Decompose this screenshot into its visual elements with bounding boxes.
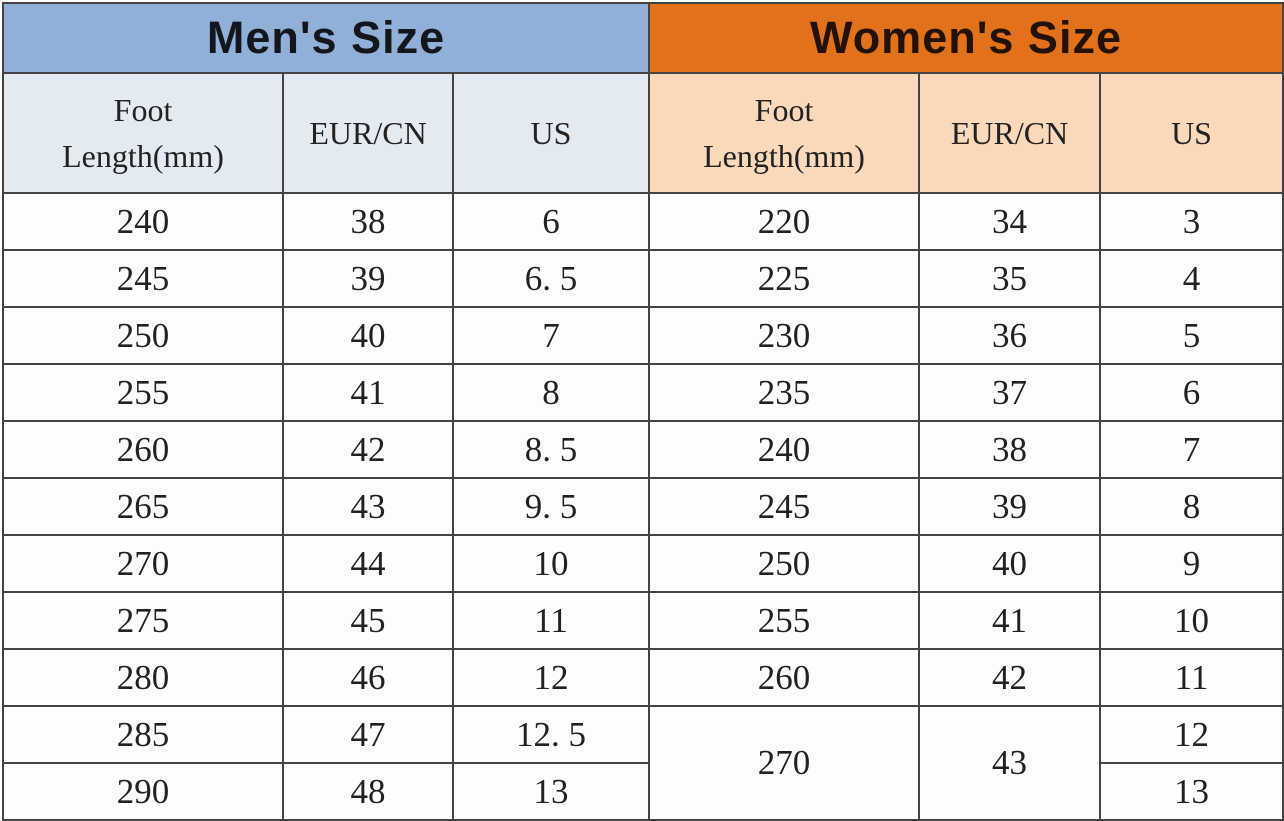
table-cell: 8: [1098, 477, 1284, 536]
women-merged-foot-cell: 270: [648, 705, 920, 821]
table-row: 285 47 12. 5 270 43 12: [2, 705, 1284, 821]
table-cell: 265: [2, 477, 284, 536]
women-foot-header-line2: Length(mm): [703, 138, 865, 174]
women-size-title: Women's Size: [647, 2, 1284, 74]
column-header-row: Foot Length(mm) EUR/CN US Foot Length(mm…: [2, 72, 1284, 194]
table-cell: 37: [918, 363, 1101, 422]
table-cell: 12. 5: [452, 705, 650, 764]
table-row: 245 39 6. 5 225 35 4: [2, 249, 1284, 308]
table-cell: 13: [1098, 762, 1284, 821]
table-cell: 35: [918, 249, 1101, 308]
table-cell: 47: [282, 705, 454, 764]
women-foot-length-header: Foot Length(mm): [648, 72, 920, 194]
table-cell: 10: [452, 534, 650, 593]
table-cell: 42: [918, 648, 1101, 707]
table-cell: 13: [452, 762, 650, 821]
table-cell: 10: [1098, 591, 1284, 650]
table-cell: 44: [282, 534, 454, 593]
table-cell: 41: [918, 591, 1101, 650]
table-cell: 225: [648, 249, 920, 308]
table-cell: 250: [2, 306, 284, 365]
table-cell: 240: [2, 192, 284, 251]
table-cell: 38: [918, 420, 1101, 479]
table-cell: 245: [648, 477, 920, 536]
table-cell: 7: [1098, 420, 1284, 479]
table-cell: 5: [1098, 306, 1284, 365]
table-cell: 42: [282, 420, 454, 479]
table-cell: 8. 5: [452, 420, 650, 479]
table-cell: 38: [282, 192, 454, 251]
table-cell: 9: [1098, 534, 1284, 593]
table-cell: 6. 5: [452, 249, 650, 308]
table-cell: 6: [1098, 363, 1284, 422]
table-cell: 11: [1098, 648, 1284, 707]
men-foot-header-line1: Foot: [113, 91, 173, 128]
table-cell: 3: [1098, 192, 1284, 251]
men-foot-length-header: Foot Length(mm): [2, 72, 284, 194]
table-cell: 250: [648, 534, 920, 593]
table-cell: 4: [1098, 249, 1284, 308]
table-cell: 235: [648, 363, 920, 422]
table-cell: 40: [282, 306, 454, 365]
table-cell: 39: [918, 477, 1101, 536]
table-cell: 290: [2, 762, 284, 821]
table-cell: 9. 5: [452, 477, 650, 536]
women-merged-eur-cell: 43: [918, 705, 1101, 821]
table-cell: 41: [282, 363, 454, 422]
women-eur-cn-header: EUR/CN: [918, 72, 1101, 194]
table-row: 255 41 8 235 37 6: [2, 363, 1284, 422]
table-cell: 7: [452, 306, 650, 365]
table-cell: 6: [452, 192, 650, 251]
women-foot-header-line1: Foot: [754, 91, 814, 128]
table-cell: 245: [2, 249, 284, 308]
table-row: 250 40 7 230 36 5: [2, 306, 1284, 365]
table-cell: 230: [648, 306, 920, 365]
men-size-title: Men's Size: [2, 2, 650, 74]
men-us-header: US: [452, 72, 650, 194]
table-cell: 43: [282, 477, 454, 536]
table-cell: 285: [2, 705, 284, 764]
table-cell: 275: [2, 591, 284, 650]
men-foot-header-line2: Length(mm): [62, 138, 224, 174]
table-cell: 36: [918, 306, 1101, 365]
table-cell: 270: [2, 534, 284, 593]
table-cell: 8: [452, 363, 650, 422]
table-cell: 240: [648, 420, 920, 479]
table-cell: 255: [2, 363, 284, 422]
section-title-row: Men's Size Women's Size: [2, 2, 1284, 74]
table-cell: 45: [282, 591, 454, 650]
table-cell: 11: [452, 591, 650, 650]
table-cell: 280: [2, 648, 284, 707]
men-eur-cn-header: EUR/CN: [282, 72, 454, 194]
table-cell: 12: [452, 648, 650, 707]
table-row: 270 44 10 250 40 9: [2, 534, 1284, 593]
table-cell: 34: [918, 192, 1101, 251]
table-cell: 255: [648, 591, 920, 650]
table-row: 240 38 6 220 34 3: [2, 192, 1284, 251]
women-us-header: US: [1098, 72, 1284, 194]
table-cell: 39: [282, 249, 454, 308]
table-cell: 12: [1098, 705, 1284, 764]
table-row: 260 42 8. 5 240 38 7: [2, 420, 1284, 479]
table-cell: 260: [2, 420, 284, 479]
table-cell: 46: [282, 648, 454, 707]
table-cell: 40: [918, 534, 1101, 593]
table-row: 265 43 9. 5 245 39 8: [2, 477, 1284, 536]
table-cell: 260: [648, 648, 920, 707]
table-row: 280 46 12 260 42 11: [2, 648, 1284, 707]
table-cell: 220: [648, 192, 920, 251]
table-row: 275 45 11 255 41 10: [2, 591, 1284, 650]
table-cell: 48: [282, 762, 454, 821]
